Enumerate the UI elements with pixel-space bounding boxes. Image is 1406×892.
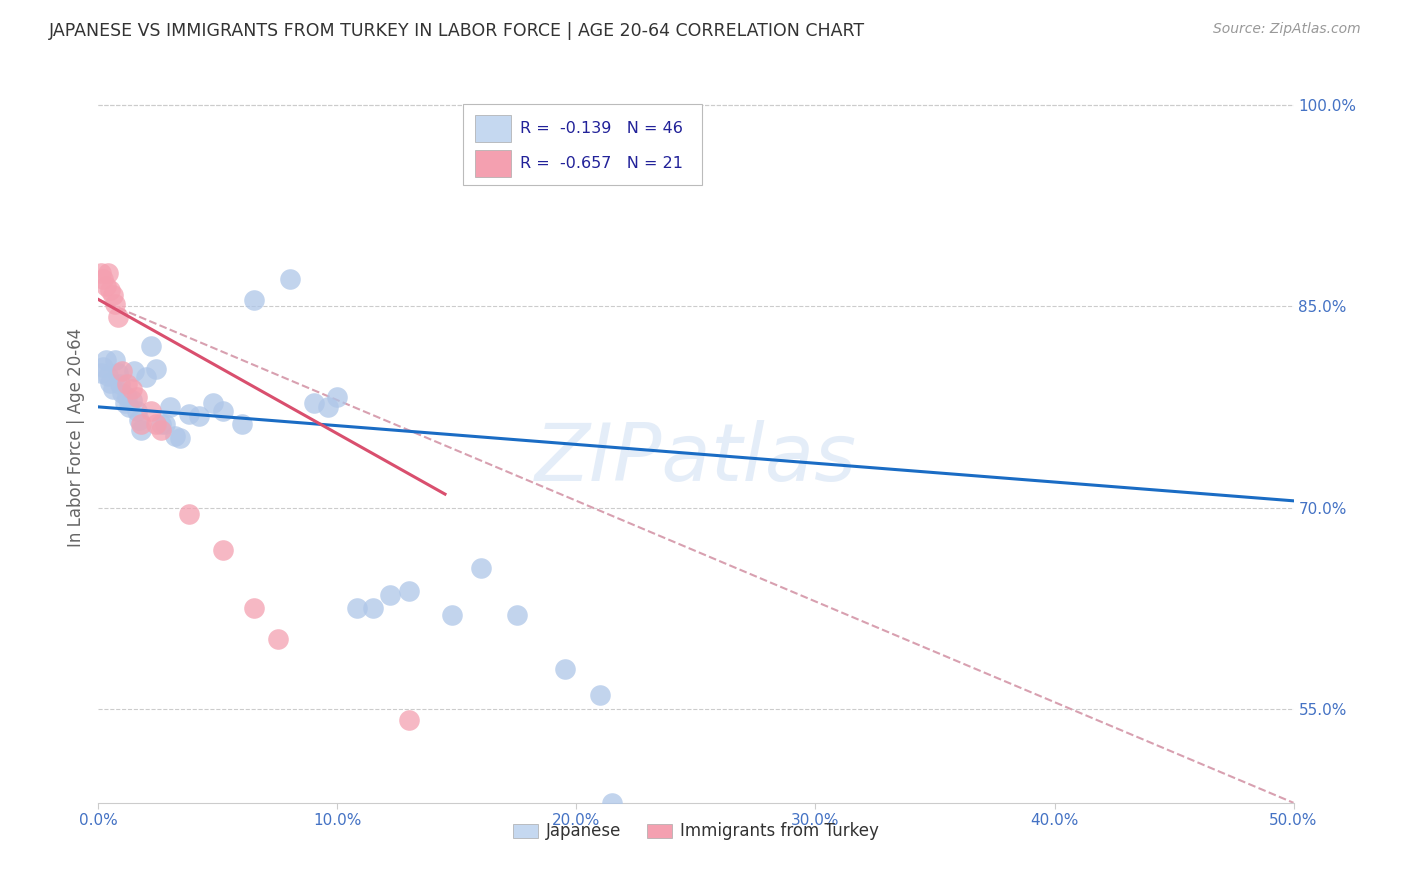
Text: JAPANESE VS IMMIGRANTS FROM TURKEY IN LABOR FORCE | AGE 20-64 CORRELATION CHART: JAPANESE VS IMMIGRANTS FROM TURKEY IN LA…: [49, 22, 865, 40]
Point: [108, 377, 131, 392]
Point: [97, 266, 120, 280]
Point: [97, 369, 120, 384]
Point: [398, 713, 420, 727]
Point: [115, 377, 138, 392]
Point: [104, 296, 127, 310]
Point: [107, 310, 129, 324]
Point: [94, 279, 117, 293]
Point: [131, 417, 153, 432]
Point: [107, 367, 129, 381]
Point: [243, 601, 266, 615]
Point: [94, 352, 117, 367]
Point: [115, 391, 138, 405]
Point: [131, 423, 153, 437]
Point: [155, 417, 177, 432]
Point: [111, 364, 134, 378]
Point: [346, 601, 368, 615]
Point: [121, 383, 143, 397]
Point: [470, 561, 492, 575]
Point: [231, 417, 253, 432]
Point: [179, 407, 201, 421]
Point: [125, 404, 148, 418]
Point: [316, 400, 339, 414]
Text: ZIPatlas: ZIPatlas: [534, 420, 858, 498]
Point: [98, 376, 122, 390]
FancyBboxPatch shape: [475, 150, 510, 178]
FancyBboxPatch shape: [475, 114, 510, 143]
Point: [135, 370, 157, 384]
Point: [243, 293, 266, 307]
Point: [278, 272, 301, 286]
Point: [363, 601, 385, 615]
Point: [98, 283, 122, 297]
Point: [114, 396, 136, 410]
Point: [145, 417, 167, 432]
Point: [202, 396, 225, 410]
Point: [267, 632, 290, 646]
Text: R =  -0.657   N = 21: R = -0.657 N = 21: [520, 156, 683, 171]
Point: [302, 396, 325, 410]
Point: [149, 417, 172, 432]
FancyBboxPatch shape: [463, 104, 702, 185]
Point: [125, 391, 148, 405]
Point: [90, 367, 112, 381]
Point: [91, 272, 114, 286]
Point: [159, 400, 181, 414]
Point: [90, 266, 112, 280]
Point: [101, 383, 124, 397]
Point: [121, 393, 143, 408]
Point: [169, 431, 191, 445]
Point: [101, 288, 124, 302]
Point: [145, 362, 167, 376]
Point: [118, 400, 141, 414]
Point: [149, 423, 172, 437]
Point: [91, 359, 114, 374]
Point: [139, 404, 162, 418]
Point: [398, 583, 420, 598]
Point: [128, 413, 150, 427]
Point: [554, 662, 576, 676]
Point: [163, 429, 186, 443]
Point: [326, 391, 349, 405]
Y-axis label: In Labor Force | Age 20-64: In Labor Force | Age 20-64: [66, 327, 84, 547]
Legend: Japanese, Immigrants from Turkey: Japanese, Immigrants from Turkey: [506, 816, 886, 847]
Point: [211, 404, 233, 418]
Point: [441, 607, 464, 622]
Point: [139, 339, 162, 353]
Text: Source: ZipAtlas.com: Source: ZipAtlas.com: [1213, 22, 1361, 37]
Point: [104, 352, 127, 367]
Point: [179, 508, 201, 522]
Point: [111, 386, 134, 401]
Point: [589, 689, 612, 703]
Point: [124, 364, 146, 378]
Point: [187, 409, 209, 424]
Point: [378, 588, 401, 602]
Point: [211, 543, 233, 558]
Point: [602, 796, 624, 810]
Text: R =  -0.139   N = 46: R = -0.139 N = 46: [520, 121, 683, 136]
Point: [506, 607, 529, 622]
